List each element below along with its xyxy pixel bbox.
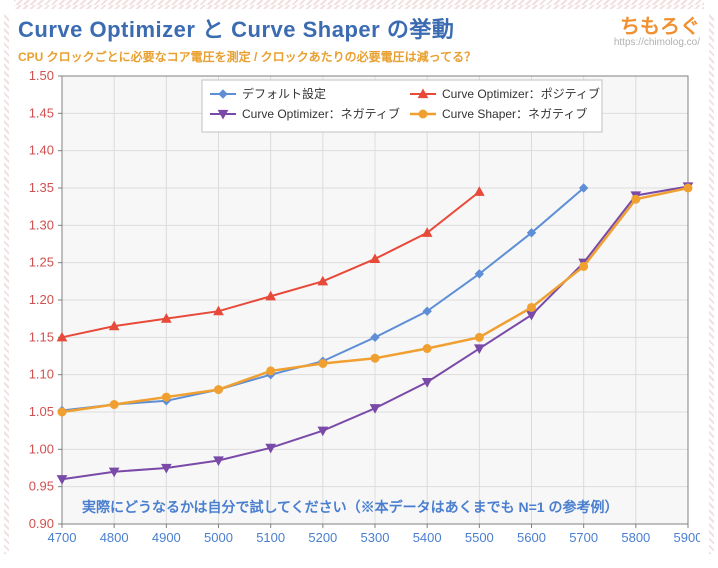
decor-border bbox=[14, 0, 704, 5]
svg-text:1.50: 1.50 bbox=[29, 70, 54, 83]
svg-text:1.00: 1.00 bbox=[29, 441, 54, 456]
svg-text:1.10: 1.10 bbox=[29, 367, 54, 382]
svg-text:4800: 4800 bbox=[100, 530, 129, 545]
page-title: Curve Optimizer と Curve Shaper の挙動 bbox=[18, 12, 476, 44]
svg-text:1.35: 1.35 bbox=[29, 180, 54, 195]
page-subtitle: CPU クロックごとに必要なコア電圧を測定 / クロックあたりの必要電圧は減って… bbox=[18, 48, 476, 65]
decor-border bbox=[709, 14, 714, 554]
chart-area: 0.90 0.95 1.00 1.05 1.10 1.15 1.20 1.25 1.30 1.35… bbox=[18, 70, 700, 550]
svg-text:5900: 5900 bbox=[674, 530, 700, 545]
svg-text:Curve Optimizer：ネガティブ: Curve Optimizer：ネガティブ bbox=[242, 106, 400, 121]
brand-block: ちもろぐ https://chimolog.co/ bbox=[614, 10, 700, 48]
svg-text:1.25: 1.25 bbox=[29, 255, 54, 270]
svg-text:5100: 5100 bbox=[256, 530, 285, 545]
svg-text:1.40: 1.40 bbox=[29, 143, 54, 158]
svg-text:デフォルト設定: デフォルト設定 bbox=[242, 86, 326, 101]
svg-text:5600: 5600 bbox=[517, 530, 546, 545]
page-root: Curve Optimizer と Curve Shaper の挙動 CPU ク… bbox=[0, 0, 718, 568]
svg-text:5500: 5500 bbox=[465, 530, 494, 545]
svg-text:1.15: 1.15 bbox=[29, 329, 54, 344]
svg-text:Curve Optimizer：ポジティブ: Curve Optimizer：ポジティブ bbox=[442, 86, 600, 101]
svg-text:0.90: 0.90 bbox=[29, 516, 54, 531]
brand-url: https://chimolog.co/ bbox=[614, 37, 700, 48]
line-chart: 0.90 0.95 1.00 1.05 1.10 1.15 1.20 1.25 1.30 1.35… bbox=[18, 70, 700, 550]
svg-text:Curve Shaper：ネガティブ: Curve Shaper：ネガティブ bbox=[442, 106, 587, 121]
svg-text:4900: 4900 bbox=[152, 530, 181, 545]
svg-text:5000: 5000 bbox=[204, 530, 233, 545]
svg-text:5300: 5300 bbox=[361, 530, 390, 545]
brand-name: ちもろぐ bbox=[614, 10, 700, 39]
svg-text:4700: 4700 bbox=[48, 530, 77, 545]
decor-border bbox=[4, 14, 9, 554]
svg-text:1.30: 1.30 bbox=[29, 217, 54, 232]
svg-text:1.05: 1.05 bbox=[29, 404, 54, 419]
svg-text:5700: 5700 bbox=[569, 530, 598, 545]
svg-text:実際にどうなるかは自分で試してください（※本データはあくまで: 実際にどうなるかは自分で試してください（※本データはあくまでも N=1 の参考例… bbox=[82, 499, 618, 515]
svg-text:0.95: 0.95 bbox=[29, 479, 54, 494]
svg-text:1.20: 1.20 bbox=[29, 292, 54, 307]
header: Curve Optimizer と Curve Shaper の挙動 CPU ク… bbox=[18, 12, 476, 65]
svg-text:5400: 5400 bbox=[413, 530, 442, 545]
svg-text:5800: 5800 bbox=[621, 530, 650, 545]
svg-text:1.45: 1.45 bbox=[29, 105, 54, 120]
svg-text:5200: 5200 bbox=[308, 530, 337, 545]
